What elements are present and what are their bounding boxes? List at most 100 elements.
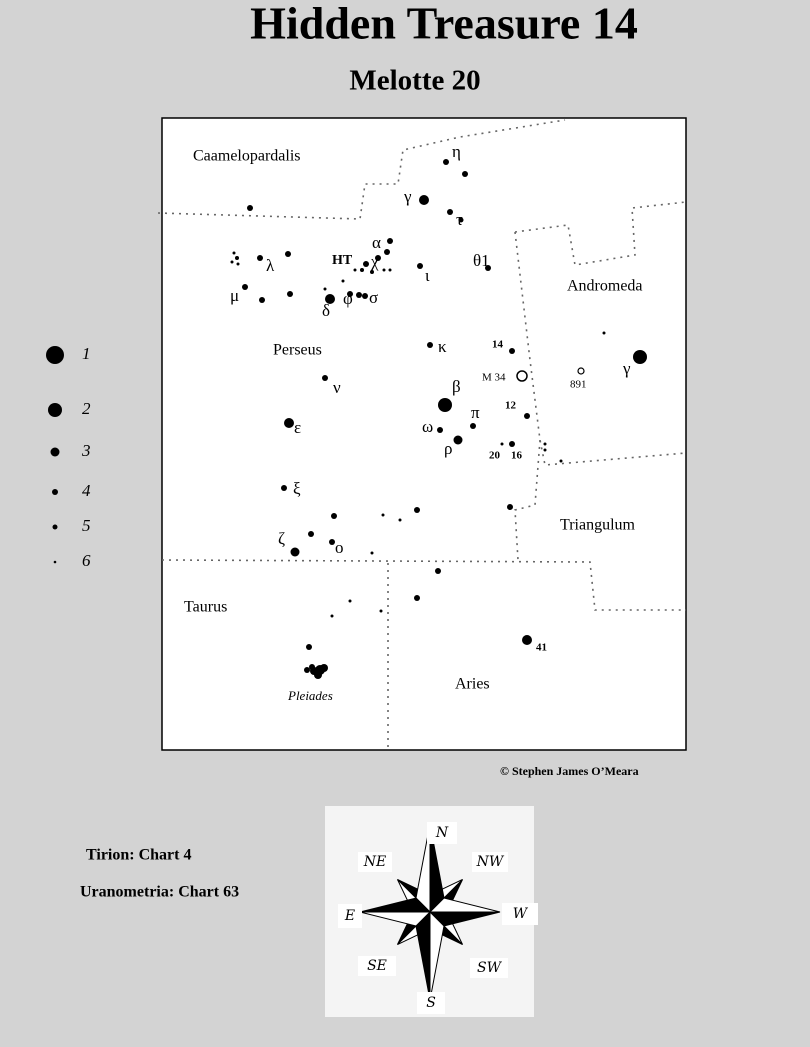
compass-label-box [470,958,508,978]
boundary [514,201,687,266]
star [453,435,463,445]
star-number: 16 [511,450,523,462]
star [470,423,476,429]
constellation-label: Perseus [273,342,322,359]
star [384,249,390,255]
compass-rose: N NE NW E W SE SW S [338,822,538,1014]
compass-label: W [513,906,529,922]
star-label: μ [230,286,239,305]
star-label: ρ [444,439,452,458]
star [304,667,310,673]
boundaries [157,119,687,750]
compass-label-box [358,956,396,976]
compass-label: S [426,995,436,1011]
star-label: ω [422,417,433,436]
star-label: α [372,233,381,252]
compass-label-box [417,992,445,1014]
constellation-label: Taurus [184,599,227,616]
star [309,664,315,670]
star [370,270,374,274]
compass-label-box [358,852,392,872]
constellation-label: Triangulum [560,517,636,534]
star [437,427,443,433]
star [235,256,239,260]
compass-label-box [502,903,538,925]
legend-label: 5 [82,516,91,535]
star [320,664,328,672]
star-label: ν [333,378,341,397]
star [419,195,429,205]
star-labels: η γ τ αχ ι θ1 λ μ δφ σ κ ν βπ ωρ ε ξ ζ ο γ [230,142,631,557]
legend-label: 6 [82,551,91,570]
star [462,171,468,177]
star [458,217,464,223]
star [543,448,547,452]
reference: Uranometria: Chart 63 [80,884,239,901]
star [438,398,452,412]
star [314,671,322,679]
star [330,614,334,618]
compass-label-box [427,822,457,844]
object-label: HT [332,253,353,268]
star [232,251,236,255]
star [360,268,364,272]
star-label: χ [370,252,379,271]
star [370,551,374,555]
constellation-label: Aries [455,676,490,693]
star [236,262,240,266]
credit: © Stephen James O’Meara [500,764,639,778]
star-number: 20 [489,450,501,462]
star [443,159,449,165]
star-label: ι [425,266,430,285]
legend-label: 4 [82,481,91,500]
star [602,331,606,335]
star [242,284,248,290]
star [257,255,263,261]
star [524,413,530,419]
star [435,568,441,574]
star [485,265,491,271]
compass-label: SW [477,960,503,976]
star [329,539,335,545]
compass-label: E [344,908,355,924]
star [230,260,234,264]
star [306,644,312,650]
star [356,292,362,298]
compass-label: SE [367,958,387,974]
legend-dot [48,403,62,417]
star-label: ε [294,418,301,437]
legend-label: 2 [82,399,91,418]
object-label: M 34 [482,372,506,384]
compass-label-box [338,904,362,928]
open-cluster [516,370,528,382]
star [382,268,386,272]
object-label: 891 [570,379,587,391]
compass-label-box [472,852,508,872]
legend-dot [52,524,58,530]
star-number: 14 [492,339,504,351]
star-label: η [452,142,461,161]
star [414,507,420,513]
star [509,441,515,447]
star-label: σ [369,288,378,307]
star [559,459,563,463]
reference: Tirion: Chart 4 [86,847,191,864]
compass-label: NW [476,854,505,870]
star [398,518,402,522]
star [543,442,547,446]
star [281,485,287,491]
compass-point [429,910,445,1001]
star [507,504,513,510]
legend-dot [46,346,64,364]
star [387,238,393,244]
star [325,294,335,304]
star [522,635,532,645]
star [284,418,294,428]
compass-point [359,911,432,927]
star-label: δ [322,301,330,320]
star [285,251,291,257]
star [322,375,328,381]
legend-label: 3 [81,441,91,460]
star [379,609,383,613]
star [290,547,300,557]
